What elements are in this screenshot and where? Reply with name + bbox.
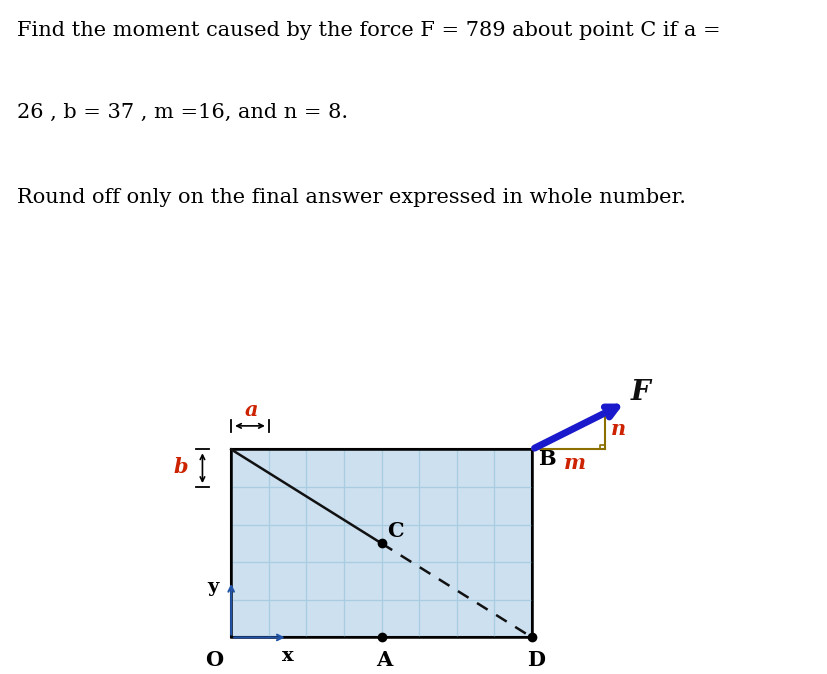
Text: m: m	[562, 453, 585, 473]
Text: a: a	[245, 400, 258, 421]
Text: y: y	[208, 578, 219, 596]
Text: D: D	[526, 650, 544, 670]
Text: F: F	[629, 379, 649, 406]
Text: Round off only on the final answer expressed in whole number.: Round off only on the final answer expre…	[17, 188, 685, 207]
Text: Find the moment caused by the force F = 789 about point C if a =: Find the moment caused by the force F = …	[17, 21, 719, 40]
Bar	[231, 450, 532, 638]
Text: C: C	[386, 521, 403, 541]
Text: A: A	[376, 650, 392, 670]
Text: 26 , b = 37 , m =16, and n = 8.: 26 , b = 37 , m =16, and n = 8.	[17, 103, 347, 122]
Text: O: O	[205, 650, 223, 670]
Text: b: b	[174, 458, 188, 477]
Text: B: B	[538, 449, 555, 469]
Bar	[231, 450, 532, 638]
Text: n: n	[609, 419, 624, 439]
Text: x: x	[282, 647, 294, 665]
